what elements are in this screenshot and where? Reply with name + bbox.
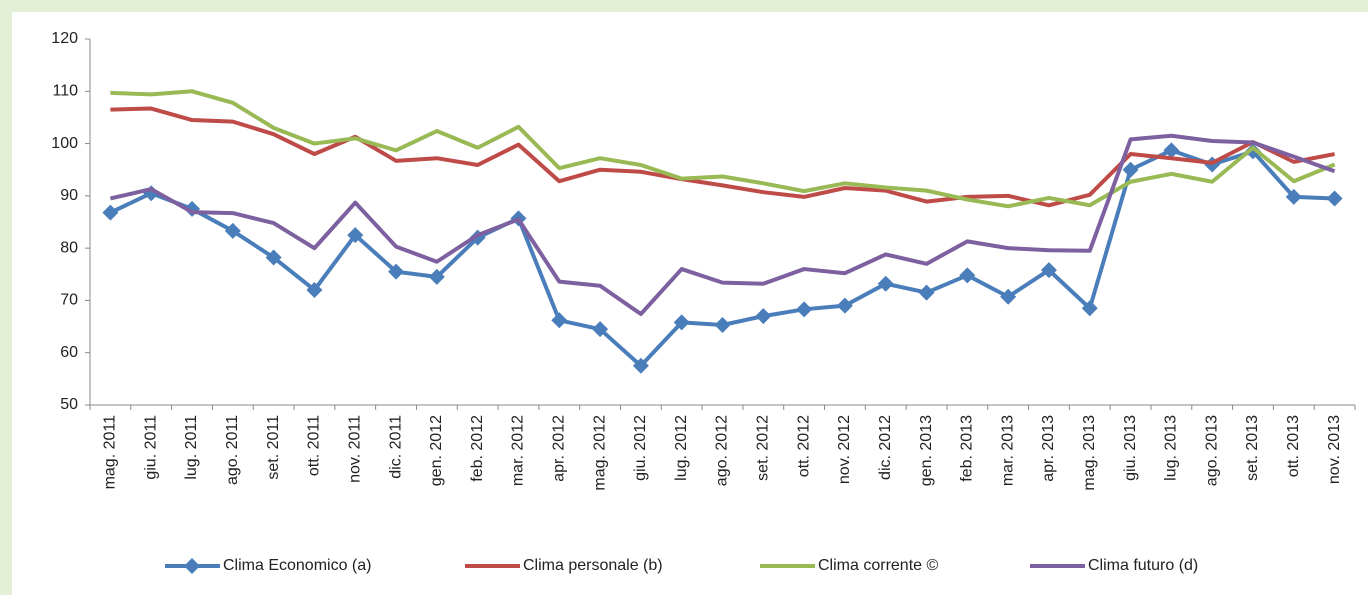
series-marker — [673, 314, 690, 331]
legend-label: Clima corrente © — [818, 557, 938, 574]
series-marker — [102, 204, 119, 221]
x-tick-label: ott. 2012 — [795, 415, 812, 477]
x-tick-label: set. 2011 — [265, 415, 282, 480]
series-marker — [551, 312, 568, 329]
x-tick-label: mar. 2012 — [510, 415, 527, 486]
y-tick-label: 70 — [60, 292, 78, 309]
x-tick-label: ott. 2013 — [1285, 415, 1302, 477]
x-tick-label: nov. 2013 — [1326, 415, 1343, 484]
series-line — [109, 133, 1336, 317]
series-line — [110, 106, 1335, 208]
series-marker — [836, 297, 853, 314]
y-tick-label: 60 — [60, 344, 78, 361]
x-tick-label: ago. 2013 — [1203, 415, 1220, 486]
series-marker — [632, 357, 649, 374]
series-marker — [755, 308, 772, 325]
x-tick-label: ago. 2012 — [714, 415, 731, 486]
series-marker — [265, 249, 282, 266]
series-marker — [224, 222, 241, 239]
y-tick-label: 110 — [52, 83, 78, 100]
series-marker — [388, 263, 405, 280]
x-tick-label: mag. 2011 — [102, 415, 119, 490]
x-tick-label: feb. 2012 — [469, 415, 486, 482]
x-tick-label: giu. 2012 — [632, 415, 649, 481]
series-marker — [1285, 188, 1302, 205]
x-tick-label: lug. 2011 — [183, 415, 200, 480]
series-marker — [1244, 143, 1261, 160]
series-marker — [1163, 142, 1180, 159]
x-tick-label: giu. 2013 — [1122, 415, 1139, 481]
x-tick-label: dic. 2012 — [877, 415, 894, 480]
chart-area — [12, 12, 1368, 595]
x-tick-label: set. 2012 — [755, 415, 772, 481]
series-marker — [428, 268, 445, 285]
x-tick-label: nov. 2011 — [346, 415, 363, 483]
x-tick-label: ago. 2011 — [224, 415, 241, 485]
x-tick-label: set. 2013 — [1244, 415, 1261, 481]
y-tick-label: 100 — [51, 135, 78, 152]
x-tick-label: mar. 2013 — [999, 415, 1016, 486]
legend-label: Clima personale (b) — [523, 557, 663, 574]
y-tick-label: 120 — [51, 30, 78, 47]
x-tick-label: gen. 2013 — [918, 415, 935, 486]
x-tick-label: gen. 2012 — [428, 415, 445, 486]
series-marker — [877, 275, 894, 292]
legend-marker — [184, 558, 200, 574]
y-tick-label: 80 — [60, 239, 78, 256]
legend-label: Clima futuro (d) — [1088, 557, 1198, 574]
x-tick-label: apr. 2012 — [550, 415, 567, 482]
y-tick-label: 90 — [60, 187, 78, 204]
series-marker — [347, 227, 364, 244]
series-marker — [1000, 288, 1017, 305]
x-tick-label: lug. 2012 — [673, 415, 690, 481]
series-marker — [714, 317, 731, 334]
series-marker — [1326, 190, 1343, 207]
x-tick-label: mag. 2012 — [591, 415, 608, 491]
series-marker — [959, 267, 976, 284]
legend-label: Clima Economico (a) — [223, 557, 371, 574]
x-tick-label: mag. 2013 — [1081, 415, 1098, 491]
series-marker — [1040, 262, 1057, 279]
series-marker — [592, 321, 609, 338]
x-tick-label: apr. 2013 — [1040, 415, 1057, 482]
series-marker — [918, 284, 935, 301]
y-tick-label: 50 — [60, 396, 78, 413]
series-marker — [1081, 300, 1098, 317]
series-marker — [1122, 161, 1139, 178]
series-line — [110, 89, 1336, 209]
x-tick-label: dic. 2011 — [387, 415, 404, 479]
series-marker — [306, 281, 323, 298]
x-tick-label: ott. 2011 — [306, 415, 323, 476]
x-tick-label: feb. 2013 — [959, 415, 976, 482]
x-tick-label: nov. 2012 — [836, 415, 853, 484]
x-tick-label: lug. 2013 — [1163, 415, 1180, 481]
x-tick-label: giu. 2011 — [142, 415, 159, 480]
series-marker — [796, 301, 813, 318]
